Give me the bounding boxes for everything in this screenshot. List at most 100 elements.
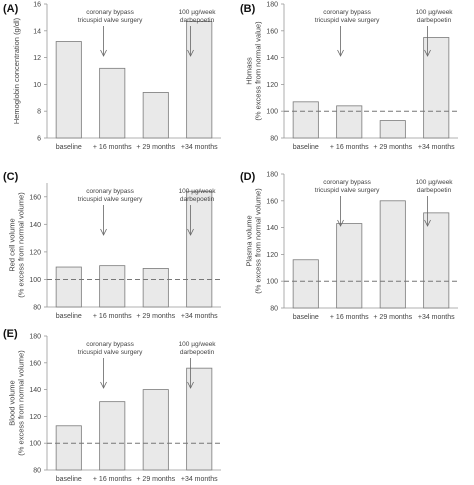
x-tick-label: + 16 months bbox=[93, 144, 132, 151]
x-tick-label: +34 months bbox=[418, 144, 455, 151]
annotation-text: darbepoetin bbox=[180, 17, 215, 24]
y-tick-label: 180 bbox=[266, 2, 278, 9]
annotation-arrowhead bbox=[187, 228, 194, 236]
y-axis-title: (% excess from normal volume) bbox=[254, 188, 263, 294]
y-tick-label: 140 bbox=[29, 222, 41, 229]
y-tick-label: 14 bbox=[33, 28, 41, 35]
chart-panel-4: (D) 80 100 120 140 160 180 Plasma volume (% exce… bbox=[240, 171, 458, 321]
panel-letter: (C) bbox=[3, 171, 19, 183]
x-tick-label: + 29 months bbox=[373, 314, 412, 321]
annotation-text: 100 µg/week bbox=[416, 9, 454, 16]
bar bbox=[379, 200, 406, 309]
bar bbox=[423, 212, 450, 309]
x-tick-label: + 29 months bbox=[136, 144, 175, 151]
y-axis-title: Blood volume bbox=[8, 380, 17, 425]
x-tick-label: baseline bbox=[56, 144, 82, 151]
x-tick-label: baseline bbox=[56, 313, 82, 320]
y-axis-title: Hbmass bbox=[245, 57, 254, 85]
y-tick-label: 160 bbox=[266, 28, 278, 35]
y-axis-title: Red cell volume bbox=[8, 218, 17, 271]
y-axis-title: (% excess from normal volume) bbox=[17, 350, 26, 456]
panel-letter: (E) bbox=[3, 328, 18, 340]
annotation-text: tricuspid valve surgery bbox=[315, 187, 380, 194]
y-tick-label: 16 bbox=[33, 2, 41, 9]
annotation-text: tricuspid valve surgery bbox=[78, 17, 143, 24]
y-tick-label: 120 bbox=[29, 249, 41, 256]
bar bbox=[55, 41, 82, 139]
y-axis-title: (% excess from normal value) bbox=[254, 21, 263, 121]
bar bbox=[379, 120, 406, 139]
bar bbox=[142, 92, 169, 139]
annotation-arrowhead bbox=[100, 228, 107, 236]
bar bbox=[99, 265, 126, 308]
y-tick-label: 180 bbox=[29, 334, 41, 341]
chart-panel-2: (B) 80 100 120 140 160 180 Hbmass (% excess from… bbox=[240, 2, 458, 151]
annotation-text: tricuspid valve surgery bbox=[315, 17, 380, 24]
y-axis-title: Plasma volume bbox=[245, 215, 254, 266]
annotation-text: coronary bypass bbox=[86, 188, 134, 195]
annotation-text: coronary bypass bbox=[86, 9, 134, 16]
bar bbox=[99, 67, 126, 139]
annotation-text: 100 µg/week bbox=[179, 341, 217, 348]
annotation-text: 100 µg/week bbox=[179, 9, 217, 16]
annotation-text: 100 µg/week bbox=[416, 179, 454, 186]
y-tick-label: 100 bbox=[266, 279, 278, 286]
x-tick-label: + 29 months bbox=[136, 476, 175, 483]
chart-panel-5: (E) 80 100 120 140 160 180 Blood volume (% exces… bbox=[3, 328, 221, 483]
bar bbox=[186, 21, 213, 139]
bar bbox=[336, 105, 363, 139]
x-tick-label: baseline bbox=[293, 314, 319, 321]
y-tick-label: 160 bbox=[29, 194, 41, 201]
y-tick-label: 160 bbox=[29, 360, 41, 367]
y-tick-label: 80 bbox=[33, 305, 41, 312]
annotation-arrowhead bbox=[187, 381, 194, 389]
y-axis-title: Hemoglobin concentration (g/dl) bbox=[12, 17, 21, 124]
bar bbox=[292, 101, 319, 139]
bar bbox=[336, 223, 363, 309]
annotation-text: coronary bypass bbox=[323, 179, 371, 186]
annotation-text: darbepoetin bbox=[180, 196, 215, 203]
bar bbox=[55, 266, 82, 308]
y-tick-label: 120 bbox=[29, 414, 41, 421]
annotation-arrowhead bbox=[100, 49, 107, 57]
bar bbox=[55, 425, 82, 471]
bar bbox=[142, 389, 169, 471]
bar bbox=[99, 401, 126, 471]
annotation-arrowhead bbox=[100, 381, 107, 389]
x-tick-label: +34 months bbox=[181, 144, 218, 151]
annotation-text: darbepoetin bbox=[417, 17, 452, 24]
chart-panel-3: (C) 80 100 120 140 160 Red cell volume (% exces… bbox=[3, 171, 221, 320]
annotation-text: tricuspid valve surgery bbox=[78, 349, 143, 356]
y-tick-label: 80 bbox=[270, 306, 278, 313]
annotation-arrowhead bbox=[337, 49, 344, 57]
y-tick-label: 100 bbox=[29, 441, 41, 448]
y-tick-label: 140 bbox=[266, 225, 278, 232]
annotation-text: tricuspid valve surgery bbox=[78, 196, 143, 203]
panel-letter: (D) bbox=[240, 171, 256, 183]
x-tick-label: baseline bbox=[293, 144, 319, 151]
y-tick-label: 80 bbox=[270, 136, 278, 143]
y-tick-label: 140 bbox=[29, 387, 41, 394]
y-tick-label: 180 bbox=[266, 172, 278, 179]
annotation-text: 100 µg/week bbox=[179, 188, 217, 195]
y-tick-label: 12 bbox=[33, 55, 41, 62]
bar bbox=[292, 259, 319, 309]
x-tick-label: +34 months bbox=[181, 313, 218, 320]
x-tick-label: +34 months bbox=[418, 314, 455, 321]
annotation-arrowhead bbox=[187, 49, 194, 57]
annotation-text: coronary bypass bbox=[323, 9, 371, 16]
bar bbox=[142, 268, 169, 308]
annotation-arrowhead bbox=[337, 219, 344, 227]
annotation-arrowhead bbox=[424, 219, 431, 227]
y-tick-label: 160 bbox=[266, 198, 278, 205]
x-tick-label: + 16 months bbox=[93, 476, 132, 483]
panel-letter: (B) bbox=[240, 3, 256, 15]
y-tick-label: 100 bbox=[266, 109, 278, 116]
annotation-text: darbepoetin bbox=[180, 349, 215, 356]
panel-letter: (A) bbox=[3, 3, 19, 15]
y-tick-label: 6 bbox=[37, 136, 41, 143]
x-tick-label: +34 months bbox=[181, 476, 218, 483]
x-tick-label: + 16 months bbox=[93, 313, 132, 320]
x-tick-label: baseline bbox=[56, 476, 82, 483]
